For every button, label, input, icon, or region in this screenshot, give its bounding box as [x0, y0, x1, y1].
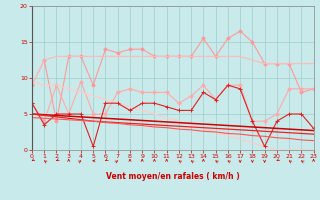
X-axis label: Vent moyen/en rafales ( km/h ): Vent moyen/en rafales ( km/h )	[106, 172, 240, 181]
